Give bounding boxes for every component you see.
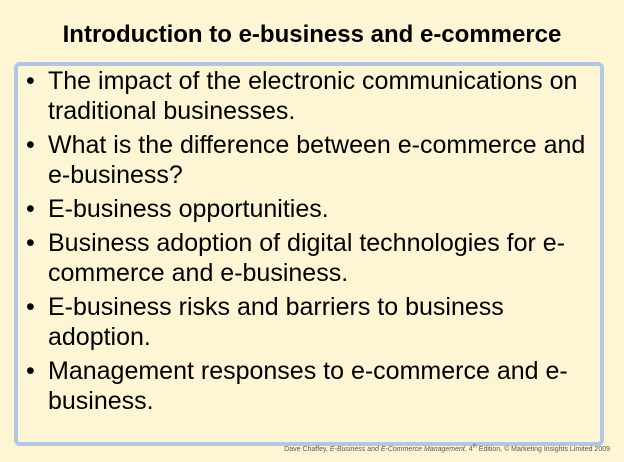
footer-edition-number: , 4 bbox=[464, 446, 473, 453]
list-item: • Management responses to e-commerce and… bbox=[26, 356, 601, 416]
bullet-icon: • bbox=[26, 195, 35, 223]
bullet-list: • The impact of the electronic communica… bbox=[26, 66, 601, 420]
bullet-text: E-business opportunities. bbox=[48, 195, 329, 223]
footer-author: Dave Chaffey, bbox=[284, 446, 328, 453]
list-item: • Business adoption of digital technolog… bbox=[26, 228, 601, 288]
bullet-icon: • bbox=[26, 293, 35, 321]
list-item: • The impact of the electronic communica… bbox=[26, 66, 601, 126]
content-box bbox=[14, 62, 604, 446]
footer-edition-rest: Edition, © Marketing Insights Limited 20… bbox=[476, 446, 610, 453]
bullet-icon: • bbox=[26, 229, 35, 257]
bullet-icon: • bbox=[26, 67, 35, 95]
bullet-icon: • bbox=[26, 357, 35, 385]
bullet-icon: • bbox=[26, 131, 35, 159]
footer-edition-suffix: th bbox=[472, 443, 477, 450]
list-item: • E-business risks and barriers to busin… bbox=[26, 292, 601, 352]
bullet-text: E-business risks and barriers to busines… bbox=[48, 293, 504, 351]
slide-title: Introduction to e-business and e-commerc… bbox=[62, 21, 562, 48]
list-item: • What is the difference between e-comme… bbox=[26, 130, 601, 190]
footer-book-title: E-Business and E-Commerce Management bbox=[329, 446, 465, 453]
bullet-text: Management responses to e-commerce and e… bbox=[48, 357, 568, 415]
bullet-text: Business adoption of digital technologie… bbox=[48, 229, 565, 287]
footer-credit: Dave Chaffey, E-Business and E-Commerce … bbox=[284, 443, 610, 454]
list-item: • E-business opportunities. bbox=[26, 194, 601, 224]
bullet-text: The impact of the electronic communicati… bbox=[48, 67, 578, 125]
bullet-text: What is the difference between e-commerc… bbox=[48, 131, 586, 189]
